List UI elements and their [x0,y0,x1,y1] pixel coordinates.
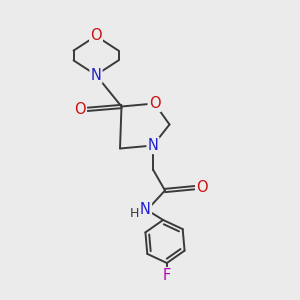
Text: N: N [91,68,101,82]
Text: F: F [163,268,171,283]
Text: H: H [130,207,139,220]
Text: O: O [90,28,102,44]
Text: N: N [140,202,151,217]
Text: N: N [148,138,158,153]
Text: O: O [196,180,208,195]
Text: O: O [149,96,160,111]
Text: O: O [74,102,86,117]
